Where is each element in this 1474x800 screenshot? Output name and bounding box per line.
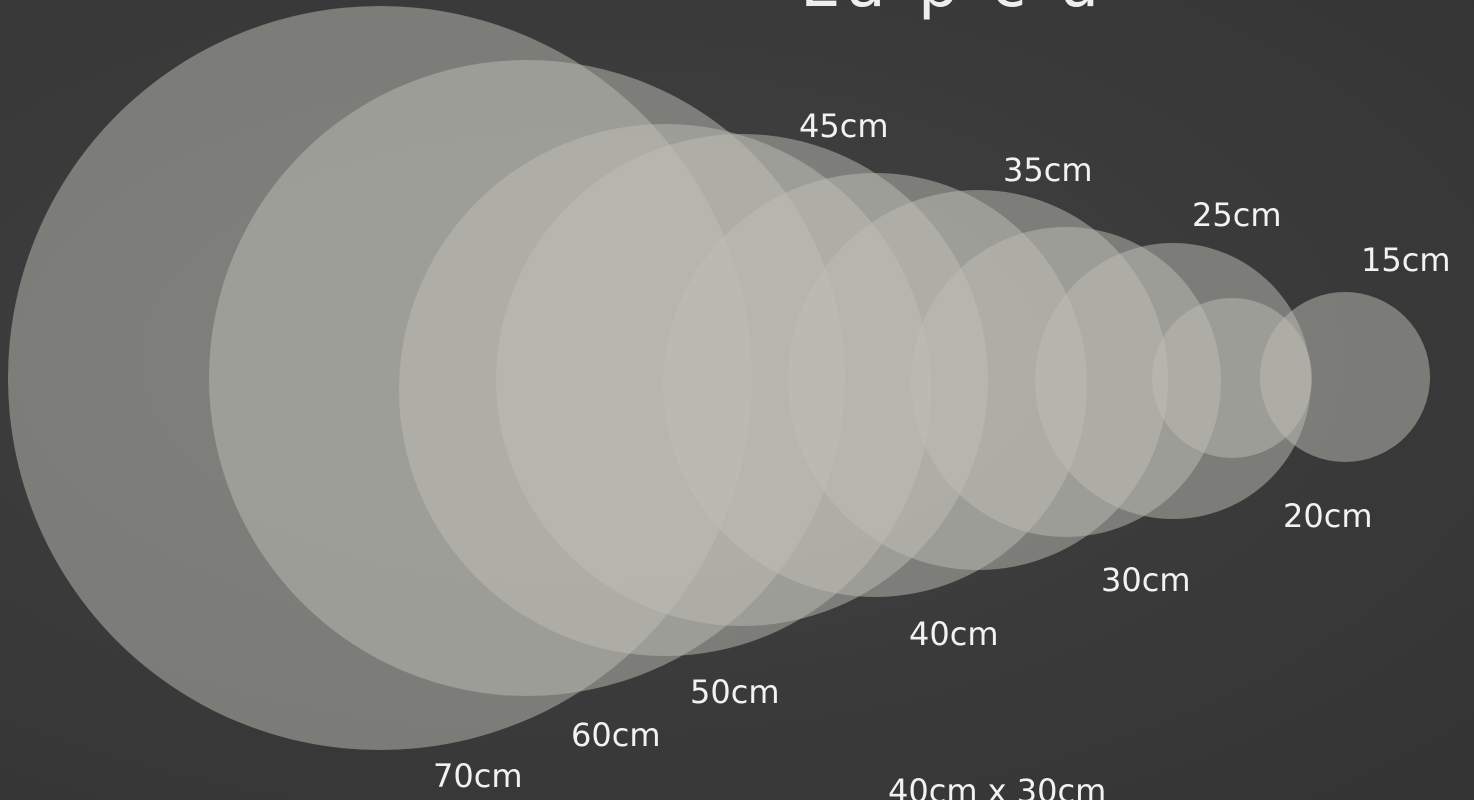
page-title: Ea p c u bbox=[800, 0, 1105, 22]
label-35cm: 35cm bbox=[1003, 151, 1093, 189]
circle-15cm bbox=[1260, 292, 1430, 462]
label-40cm: 40cm bbox=[909, 615, 999, 653]
label-20cm: 20cm bbox=[1283, 497, 1373, 535]
label-50cm: 50cm bbox=[690, 673, 780, 711]
label-60cm: 60cm bbox=[571, 716, 661, 754]
label-25cm: 25cm bbox=[1192, 196, 1282, 234]
label-15cm: 15cm bbox=[1361, 241, 1451, 279]
label-45cm: 45cm bbox=[799, 107, 889, 145]
label-70cm: 70cm bbox=[433, 757, 523, 795]
label-30cm: 30cm bbox=[1101, 561, 1191, 599]
dimension-note: 40cm x 30cm bbox=[888, 772, 1107, 800]
